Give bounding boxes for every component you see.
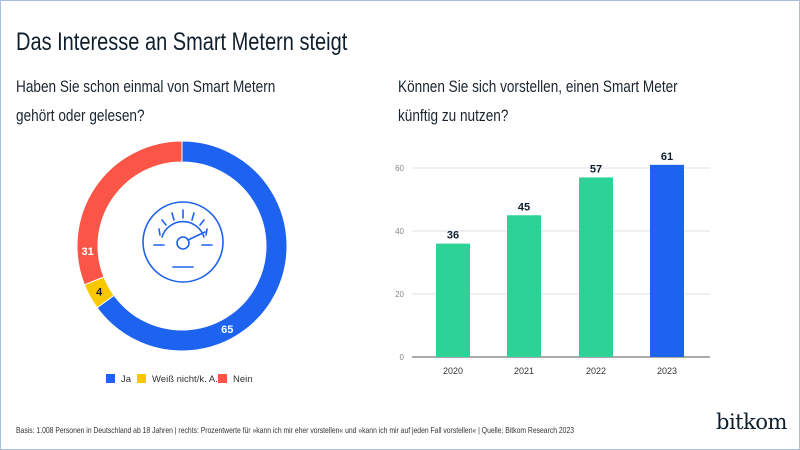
donut-slice-label: 4	[96, 287, 103, 299]
bitkom-logo: bitkom	[716, 410, 787, 434]
bar	[436, 243, 470, 357]
x-tick-label: 2023	[657, 366, 677, 376]
y-tick-label: 60	[395, 164, 404, 173]
legend-swatch	[137, 374, 146, 383]
legend-label: Weiß nicht/k. A.	[152, 374, 218, 385]
donut-slice-label: 65	[221, 324, 233, 336]
donut-slice-label: 31	[82, 246, 94, 258]
legend-label: Ja	[121, 374, 132, 385]
donut-slice	[96, 140, 288, 352]
bar-value-label: 57	[590, 163, 602, 175]
legend-swatch	[106, 374, 115, 383]
page-title: Das Interesse an Smart Metern steigt	[16, 28, 348, 56]
x-tick-label: 2020	[443, 366, 463, 376]
bar	[579, 177, 613, 357]
left-question: Haben Sie schon einmal von Smart Metern …	[16, 77, 276, 125]
x-tick-label: 2021	[514, 366, 534, 376]
bar	[507, 215, 541, 357]
right-question: Können Sie sich vorstellen, einen Smart …	[398, 77, 678, 125]
legend-label: Nein	[233, 374, 253, 385]
bar-value-label: 61	[661, 151, 673, 163]
bar-value-label: 36	[447, 230, 459, 242]
footer-note: Basis: 1.008 Personen in Deutschland ab …	[16, 425, 575, 435]
bar	[650, 164, 684, 357]
donut-slice	[76, 140, 183, 286]
y-tick-label: 20	[395, 290, 404, 299]
y-tick-label: 0	[400, 353, 405, 362]
legend-swatch	[218, 374, 227, 383]
x-tick-label: 2022	[586, 366, 606, 376]
bar-chart: 0 20 40 60 36 2020 45 2021 57 2022 61 2023	[395, 151, 710, 376]
donut-chart: 65 4 31	[76, 140, 288, 352]
speedometer-icon	[142, 201, 224, 283]
y-tick-label: 40	[395, 227, 404, 236]
bar-value-label: 45	[518, 201, 530, 213]
donut-legend: Ja Weiß nicht/k. A. Nein	[106, 374, 253, 385]
